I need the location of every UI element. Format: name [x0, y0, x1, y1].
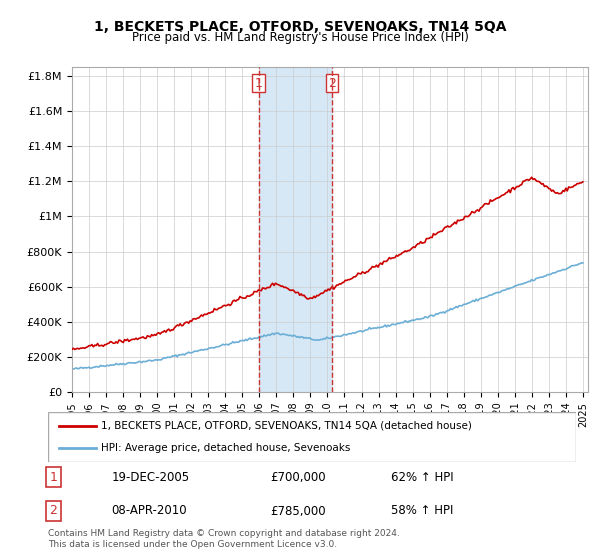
Text: 1, BECKETS PLACE, OTFORD, SEVENOAKS, TN14 5QA: 1, BECKETS PLACE, OTFORD, SEVENOAKS, TN1… — [94, 20, 506, 34]
Text: Contains HM Land Registry data © Crown copyright and database right 2024.
This d: Contains HM Land Registry data © Crown c… — [48, 529, 400, 549]
Text: Price paid vs. HM Land Registry's House Price Index (HPI): Price paid vs. HM Land Registry's House … — [131, 31, 469, 44]
Bar — [259, 67, 332, 392]
Text: 2: 2 — [49, 505, 57, 517]
Text: 19-DEC-2005: 19-DEC-2005 — [112, 470, 190, 484]
Text: 62% ↑ HPI: 62% ↑ HPI — [391, 470, 454, 484]
Text: £785,000: £785,000 — [270, 505, 325, 517]
Text: 1: 1 — [255, 77, 263, 90]
Text: £700,000: £700,000 — [270, 470, 325, 484]
Text: 1: 1 — [49, 470, 57, 484]
Text: 58% ↑ HPI: 58% ↑ HPI — [391, 505, 454, 517]
Text: 08-APR-2010: 08-APR-2010 — [112, 505, 187, 517]
Text: HPI: Average price, detached house, Sevenoaks: HPI: Average price, detached house, Seve… — [101, 443, 350, 453]
FancyBboxPatch shape — [48, 412, 576, 462]
Text: 2: 2 — [328, 77, 336, 90]
Text: 1, BECKETS PLACE, OTFORD, SEVENOAKS, TN14 5QA (detached house): 1, BECKETS PLACE, OTFORD, SEVENOAKS, TN1… — [101, 421, 472, 431]
